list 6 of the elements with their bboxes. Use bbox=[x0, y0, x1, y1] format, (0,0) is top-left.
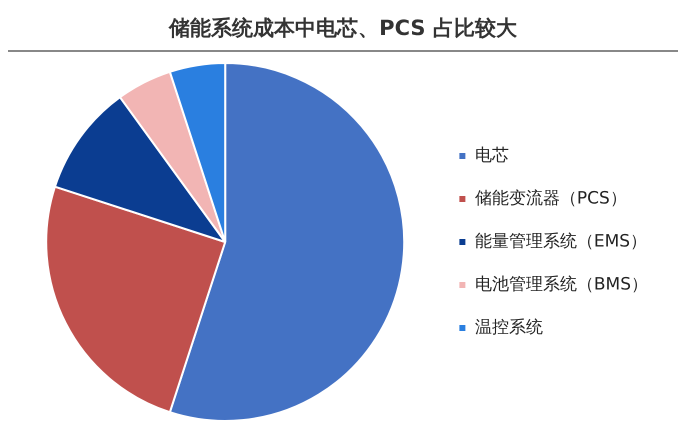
legend-label: 温控系统 bbox=[474, 317, 543, 338]
chart-title: 储能系统成本中电芯、PCS 占比较大 bbox=[8, 8, 678, 52]
legend-label: 储能变流器（PCS） bbox=[474, 188, 627, 208]
legend-label: 电芯 bbox=[474, 145, 509, 166]
legend-label: 电池管理系统（BMS） bbox=[474, 274, 648, 294]
legend-label: 能量管理系统（EMS） bbox=[474, 231, 648, 252]
